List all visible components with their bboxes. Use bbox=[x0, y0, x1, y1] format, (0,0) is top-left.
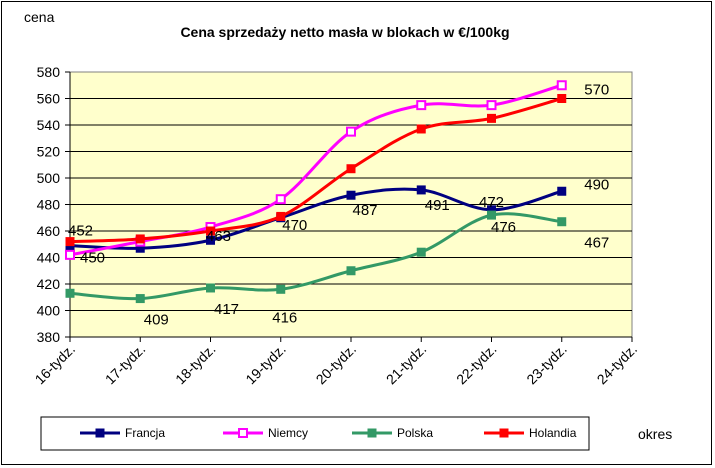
y-tick-label: 400 bbox=[37, 303, 61, 319]
data-point-polska bbox=[135, 294, 145, 304]
x-tick-label: 17-tydz. bbox=[102, 341, 149, 388]
y-tick-label: 380 bbox=[37, 329, 61, 345]
data-point-niemcy bbox=[65, 249, 75, 260]
data-label: 491 bbox=[425, 197, 450, 214]
series-line-polska bbox=[69, 212, 562, 301]
data-label: 467 bbox=[584, 235, 609, 252]
legend-swatch-marker-francja bbox=[95, 428, 105, 438]
series-line-holandia bbox=[69, 97, 563, 244]
data-label: 470 bbox=[282, 217, 307, 234]
data-point-polska bbox=[206, 283, 215, 293]
data-label: 476 bbox=[491, 219, 516, 236]
data-label: 570 bbox=[584, 81, 609, 98]
data-point-francja bbox=[557, 186, 567, 196]
data-point-niemcy bbox=[486, 100, 497, 111]
data-point-francja bbox=[416, 185, 426, 195]
legend-label-niemcy: Niemcy bbox=[268, 426, 308, 440]
data-point-francja bbox=[206, 235, 215, 245]
data-label: 417 bbox=[214, 301, 239, 318]
data-point-holandia bbox=[206, 226, 215, 236]
x-tick-label: 21-tydz. bbox=[383, 341, 430, 388]
data-label: 409 bbox=[144, 312, 169, 329]
x-tick-label: 20-tydz. bbox=[313, 341, 360, 388]
data-point-niemcy bbox=[416, 100, 427, 111]
y-tick-label: 540 bbox=[37, 117, 61, 133]
y-tick-label: 420 bbox=[37, 276, 61, 292]
data-point-polska bbox=[346, 266, 356, 276]
data-label: 463 bbox=[206, 228, 231, 245]
x-tick-label: 23-tydz. bbox=[523, 341, 570, 388]
series-line-francja bbox=[69, 187, 563, 250]
x-tick-label: 22-tydz. bbox=[453, 341, 500, 388]
data-point-francja bbox=[346, 190, 356, 200]
data-point-niemcy bbox=[346, 126, 356, 137]
legend-label-polska: Polska bbox=[397, 426, 433, 440]
y-tick-label: 500 bbox=[37, 170, 61, 186]
legend-label-francja: Francja bbox=[125, 426, 165, 440]
data-point-polska bbox=[416, 247, 426, 257]
data-point-niemcy bbox=[556, 80, 567, 91]
y-tick-label: 560 bbox=[37, 91, 61, 107]
legend-swatch-marker-niemcy bbox=[238, 428, 248, 438]
data-point-polska bbox=[557, 217, 567, 227]
data-point-holandia bbox=[276, 211, 286, 221]
y-tick-label: 440 bbox=[37, 250, 61, 266]
data-point-holandia bbox=[416, 124, 426, 134]
data-point-holandia bbox=[557, 94, 567, 103]
x-tick-label: 24-tydz. bbox=[594, 341, 641, 388]
data-label: 452 bbox=[68, 223, 93, 240]
legend-swatch-marker-holandia bbox=[499, 428, 509, 438]
data-label: 472 bbox=[479, 194, 504, 211]
data-label: 416 bbox=[272, 309, 297, 326]
data-point-holandia bbox=[346, 164, 356, 174]
x-tick-label: 19-tydz. bbox=[242, 341, 289, 388]
legend-swatch-marker-polska bbox=[367, 428, 377, 438]
data-point-holandia bbox=[487, 113, 496, 123]
y-tick-label: 480 bbox=[37, 197, 61, 213]
data-point-polska bbox=[276, 284, 286, 294]
y-tick-label: 460 bbox=[37, 223, 61, 239]
y-axis-title: cena bbox=[24, 9, 55, 25]
x-axis-title: okres bbox=[638, 426, 672, 442]
data-point-holandia bbox=[135, 234, 145, 244]
data-point-holandia bbox=[65, 237, 75, 247]
data-label: 450 bbox=[80, 249, 105, 266]
data-point-polska bbox=[65, 288, 75, 298]
series-line-niemcy bbox=[69, 83, 563, 257]
legend-label-holandia: Holandia bbox=[529, 426, 577, 440]
data-point-niemcy bbox=[275, 194, 286, 205]
y-tick-label: 580 bbox=[37, 64, 61, 80]
y-tick-label: 520 bbox=[37, 144, 61, 160]
data-label: 490 bbox=[584, 176, 609, 193]
x-tick-label: 18-tydz. bbox=[172, 341, 219, 388]
chart-title: Cena sprzedaży netto masła w blokach w €… bbox=[180, 24, 509, 40]
data-point-polska bbox=[487, 210, 496, 220]
x-tick-label: 16-tydz. bbox=[32, 341, 79, 388]
data-label: 487 bbox=[352, 202, 377, 219]
